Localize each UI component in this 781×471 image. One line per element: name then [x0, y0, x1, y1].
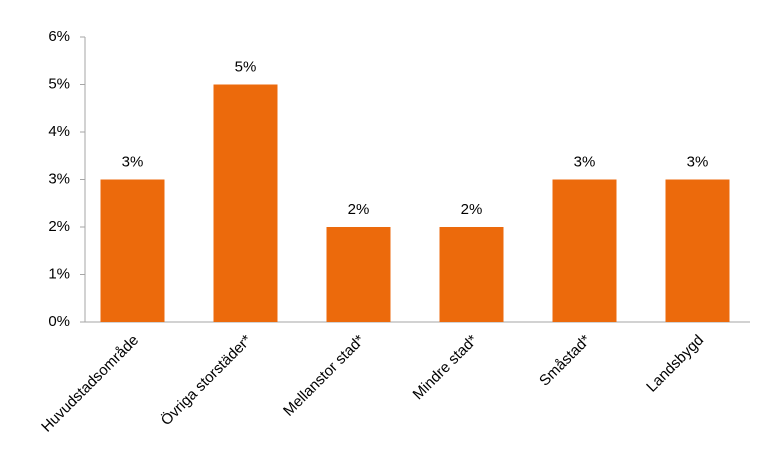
bar [213, 84, 278, 322]
y-tick-label: 1% [48, 265, 70, 282]
y-tick-label: 2% [48, 218, 70, 235]
bar [100, 179, 165, 322]
x-tick-label: Landsbygd [643, 332, 707, 396]
bar [665, 179, 730, 322]
x-tick-label: Mindre stad* [410, 332, 482, 404]
y-tick-label: 0% [48, 313, 70, 330]
value-label: 2% [348, 201, 370, 218]
x-tick-label: Huvudstadsområde [38, 332, 142, 436]
bar [552, 179, 617, 322]
value-label: 3% [122, 153, 144, 170]
y-tick-label: 5% [48, 75, 70, 92]
y-tick-label: 4% [48, 123, 70, 140]
x-tick-label: Övriga storstäder* [157, 331, 255, 429]
bar [326, 227, 391, 322]
y-tick-label: 3% [48, 170, 70, 187]
y-tick-label: 6% [48, 28, 70, 45]
bar [439, 227, 504, 322]
x-tick-label: Småstad* [536, 332, 594, 390]
value-label: 3% [574, 153, 596, 170]
value-label: 3% [687, 153, 709, 170]
x-tick-label: Mellanstor stad* [280, 332, 368, 420]
value-label: 2% [461, 201, 483, 218]
value-label: 5% [235, 58, 257, 75]
